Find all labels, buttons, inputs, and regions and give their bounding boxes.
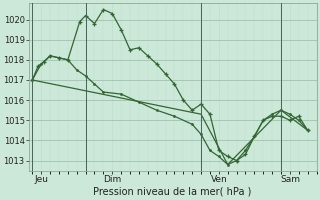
X-axis label: Pression niveau de la mer( hPa ): Pression niveau de la mer( hPa ) [93,187,252,197]
